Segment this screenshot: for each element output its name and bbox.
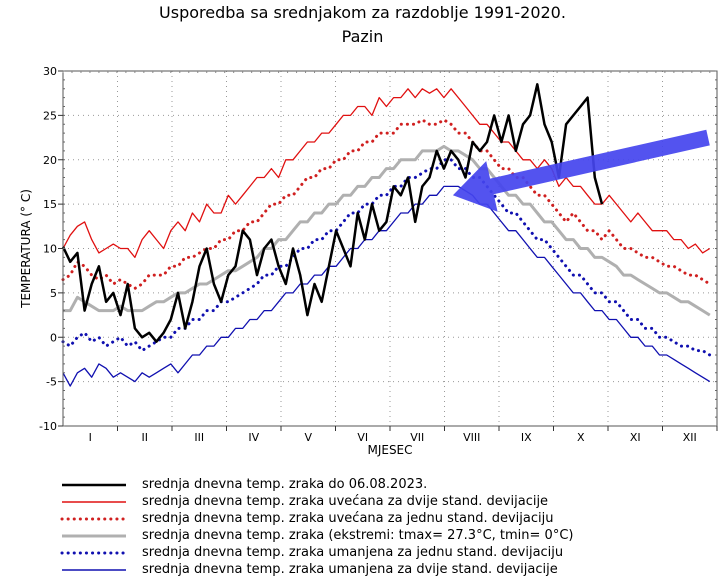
legend-label: srednja dnevna temp. zraka uvećana za je… [142,511,554,526]
legend-label: srednja dnevna temp. zraka umanjena za d… [142,562,558,577]
series-line-0 [61,83,604,343]
legend-item: srednja dnevna temp. zraka do 06.08.2023… [60,476,573,493]
y-tick-label: 30 [43,65,57,78]
chart-subtitle: Pazin [341,27,384,46]
series-line-4 [61,158,712,357]
x-tick-label: XII [683,431,697,444]
legend-label: srednja dnevna temp. zraka (ekstremi: tm… [142,528,574,543]
y-tick-label: -10 [39,420,57,433]
legend-swatch [60,551,128,555]
x-tick-label: VIII [463,431,480,444]
legend-swatch [62,569,126,571]
legend-swatch [62,501,126,503]
x-axis-label: MJESEC [367,443,412,457]
legend-item: srednja dnevna temp. zraka umanjena za d… [60,561,573,578]
x-tick-label: IX [521,431,532,444]
legend-label: srednja dnevna temp. zraka do 06.08.2023… [142,477,428,492]
grid [63,71,717,426]
series-line-3 [63,144,711,317]
x-tick-label: VII [410,431,424,444]
annotation-arrow [452,129,710,212]
annotations [452,129,710,212]
chart-title: Usporedba sa srednjakom za razdoblje 199… [159,3,566,22]
x-tick-label: III [194,431,204,444]
y-tick-label: 20 [43,154,57,167]
legend-label: srednja dnevna temp. zraka uvećana za dv… [142,494,549,509]
legend-item: srednja dnevna temp. zraka (ekstremi: tm… [60,527,573,544]
legend-swatch [62,534,126,538]
series-group [61,83,712,387]
legend-swatch [60,517,128,521]
legend-swatch [62,483,126,487]
x-tick-label: XI [630,431,641,444]
y-tick-label: 5 [50,287,57,300]
legend-item: srednja dnevna temp. zraka umanjena za j… [60,544,573,561]
series-line-2 [61,118,712,290]
x-tick-label: IV [248,431,259,444]
series-line-1 [62,88,711,259]
y-axis-label: TEMPERATURA (° C) [19,189,33,309]
y-tick-label: 15 [43,198,57,211]
legend-item: srednja dnevna temp. zraka uvećana za dv… [60,493,573,510]
x-tick-label: II [142,431,149,444]
legend-label: srednja dnevna temp. zraka umanjena za j… [142,545,564,560]
x-tick-label: V [304,431,312,444]
x-tick-label: I [89,431,92,444]
series-line-5 [62,185,711,387]
y-tick-label: 0 [50,331,57,344]
x-tick-label: VI [357,431,368,444]
x-tick-label: X [577,431,585,444]
y-tick-label: 25 [43,109,57,122]
y-axis: -10 -5 0 5 10 15 20 25 30 [39,65,717,433]
y-tick-label: 10 [43,243,57,256]
legend: srednja dnevna temp. zraka do 06.08.2023… [60,476,573,578]
legend-item: srednja dnevna temp. zraka uvećana za je… [60,510,573,527]
y-tick-label: -5 [46,376,57,389]
x-axis: I II III IV V VI VII VIII IX X XI XII [62,71,718,444]
